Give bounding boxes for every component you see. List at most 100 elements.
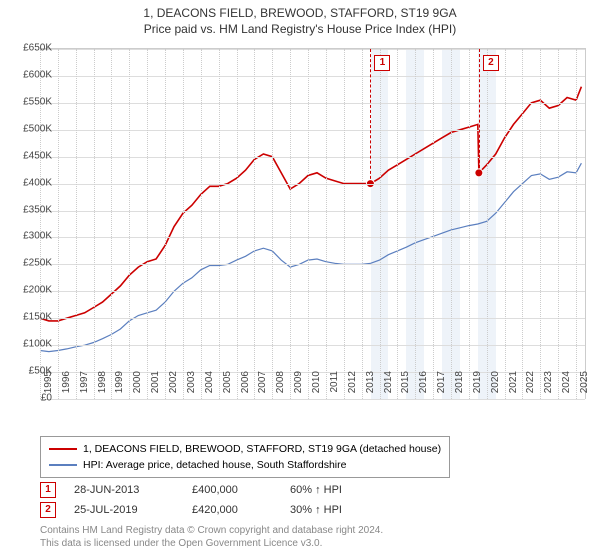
gridline-v [540, 49, 541, 399]
gridline-h [40, 291, 585, 292]
y-axis-label: £350K [12, 204, 52, 215]
gridline-h [40, 76, 585, 77]
y-axis-label: £600K [12, 69, 52, 80]
gridline-v [326, 49, 327, 399]
x-axis-label: 2024 [561, 371, 572, 401]
y-axis-label: £300K [12, 231, 52, 242]
gridline-h [40, 237, 585, 238]
legend-row: 1, DEACONS FIELD, BREWOOD, STAFFORD, ST1… [49, 441, 441, 457]
x-axis-label: 1998 [97, 371, 108, 401]
gridline-v [76, 49, 77, 399]
chart-svg [40, 49, 585, 399]
gridline-v [129, 49, 130, 399]
sales-pct: 60% ↑ HPI [290, 484, 390, 496]
gridline-h [40, 184, 585, 185]
y-axis-label: £0 [12, 393, 52, 404]
footer-line1: Contains HM Land Registry data © Crown c… [40, 524, 383, 537]
gridline-v [505, 49, 506, 399]
gridline-v [344, 49, 345, 399]
x-axis-label: 1999 [114, 371, 125, 401]
x-axis-label: 2001 [150, 371, 161, 401]
sales-date: 25-JUL-2019 [74, 504, 174, 516]
y-axis-label: £650K [12, 43, 52, 54]
series-property [40, 87, 581, 321]
gridline-v [254, 49, 255, 399]
gridline-v [272, 49, 273, 399]
x-axis-label: 2014 [383, 371, 394, 401]
x-axis-label: 2017 [436, 371, 447, 401]
gridline-v [58, 49, 59, 399]
x-axis-label: 2022 [525, 371, 536, 401]
y-axis-label: £150K [12, 312, 52, 323]
gridline-v [219, 49, 220, 399]
gridline-h [40, 157, 585, 158]
x-axis-label: 2020 [490, 371, 501, 401]
x-axis-label: 2019 [472, 371, 483, 401]
title-address: 1, DEACONS FIELD, BREWOOD, STAFFORD, ST1… [0, 6, 600, 20]
legend-label: 1, DEACONS FIELD, BREWOOD, STAFFORD, ST1… [83, 441, 441, 457]
x-axis-label: 2002 [168, 371, 179, 401]
gridline-v [94, 49, 95, 399]
y-axis-label: £100K [12, 339, 52, 350]
x-axis-label: 2010 [311, 371, 322, 401]
x-axis-label: 2004 [204, 371, 215, 401]
y-axis-label: £550K [12, 96, 52, 107]
x-axis-label: 1996 [61, 371, 72, 401]
x-axis-label: 2013 [365, 371, 376, 401]
title-block: 1, DEACONS FIELD, BREWOOD, STAFFORD, ST1… [0, 0, 600, 36]
x-axis-label: 2021 [508, 371, 519, 401]
gridline-v [183, 49, 184, 399]
marker-flag: 1 [374, 55, 390, 71]
gridline-h [40, 318, 585, 319]
y-axis-label: £50K [12, 366, 52, 377]
marker-line [370, 49, 371, 184]
y-axis-label: £400K [12, 177, 52, 188]
title-subtitle: Price paid vs. HM Land Registry's House … [0, 22, 600, 36]
x-axis-label: 2023 [543, 371, 554, 401]
sales-price: £420,000 [192, 504, 272, 516]
gridline-v [290, 49, 291, 399]
chart-container: 1, DEACONS FIELD, BREWOOD, STAFFORD, ST1… [0, 0, 600, 560]
chart-area: 1995199619971998199920002001200220032004… [40, 48, 586, 399]
gridline-v [522, 49, 523, 399]
y-axis-label: £250K [12, 258, 52, 269]
x-axis-label: 2011 [329, 371, 340, 401]
y-axis-label: £500K [12, 123, 52, 134]
gridline-v [469, 49, 470, 399]
gridline-v [237, 49, 238, 399]
sales-flag: 1 [40, 482, 56, 498]
legend: 1, DEACONS FIELD, BREWOOD, STAFFORD, ST1… [40, 436, 450, 478]
marker-line [479, 49, 480, 173]
gridline-v [397, 49, 398, 399]
legend-row: HPI: Average price, detached house, Sout… [49, 457, 441, 473]
gridline-v [380, 49, 381, 399]
series-hpi [40, 163, 581, 351]
sales-price: £400,000 [192, 484, 272, 496]
x-axis-label: 2000 [132, 371, 143, 401]
x-axis-label: 2009 [293, 371, 304, 401]
gridline-v [433, 49, 434, 399]
x-axis-label: 2025 [579, 371, 590, 401]
gridline-h [40, 211, 585, 212]
sales-pct: 30% ↑ HPI [290, 504, 390, 516]
x-axis-label: 2006 [240, 371, 251, 401]
gridline-v [558, 49, 559, 399]
x-axis-label: 2015 [400, 371, 411, 401]
gridline-v [451, 49, 452, 399]
gridline-h [40, 49, 585, 50]
gridline-h [40, 130, 585, 131]
gridline-v [308, 49, 309, 399]
legend-swatch [49, 464, 77, 466]
legend-swatch [49, 448, 77, 450]
y-axis-label: £200K [12, 285, 52, 296]
gridline-h [40, 103, 585, 104]
gridline-v [362, 49, 363, 399]
gridline-v [111, 49, 112, 399]
x-axis-label: 2018 [454, 371, 465, 401]
gridline-v [147, 49, 148, 399]
sales-date: 28-JUN-2013 [74, 484, 174, 496]
gridline-h [40, 264, 585, 265]
gridline-v [165, 49, 166, 399]
gridline-v [415, 49, 416, 399]
marker-flag: 2 [483, 55, 499, 71]
